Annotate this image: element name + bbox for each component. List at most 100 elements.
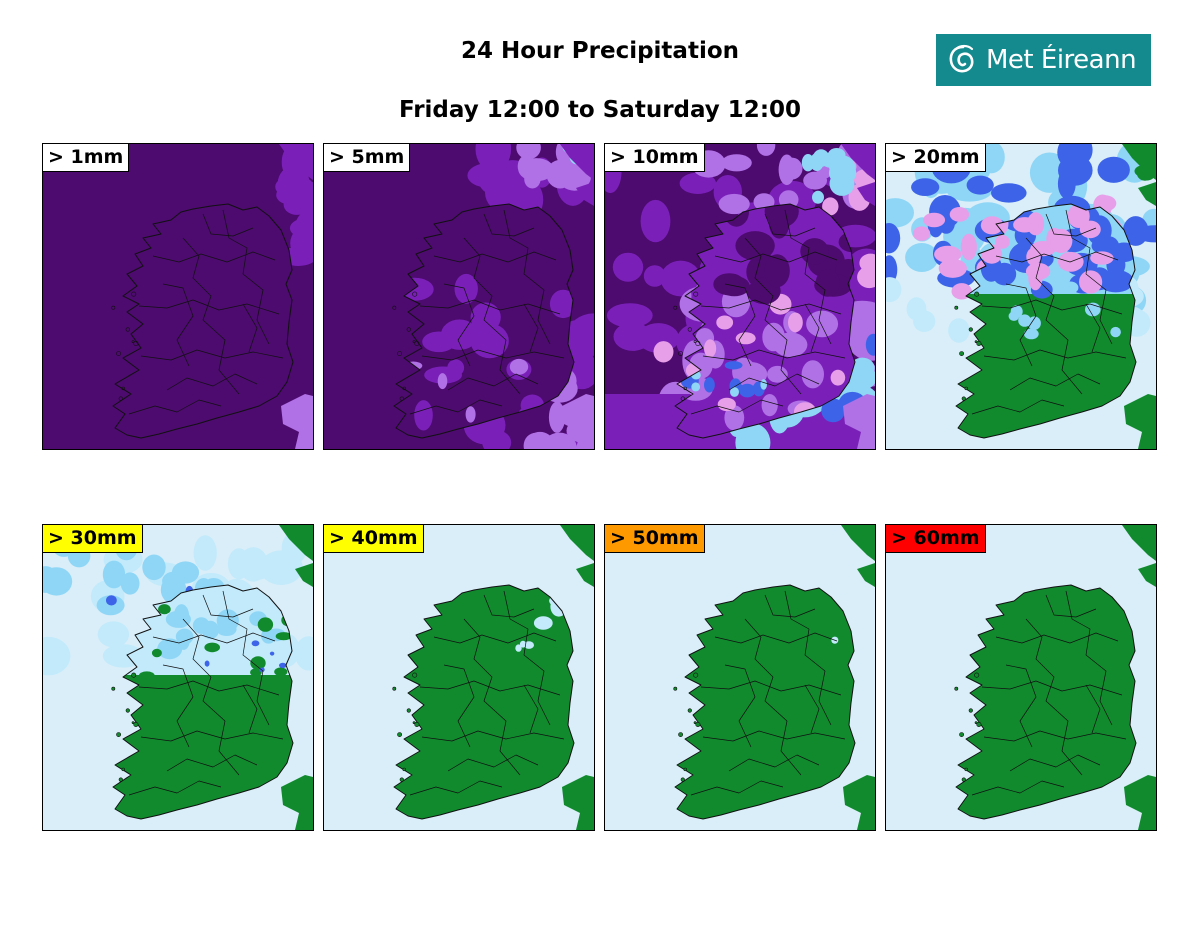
island xyxy=(976,341,982,347)
precipitation-map xyxy=(605,144,875,449)
county-border xyxy=(138,680,280,696)
county-border xyxy=(764,213,816,237)
county-border xyxy=(700,299,842,315)
rain-area xyxy=(713,273,746,296)
rain-area xyxy=(800,238,829,265)
rain-area xyxy=(106,595,117,606)
rain-area xyxy=(142,554,166,581)
rain-area xyxy=(886,277,902,303)
rain-area xyxy=(809,153,824,171)
chart-title: 24 Hour Precipitation xyxy=(460,38,740,64)
island xyxy=(959,351,964,356)
island xyxy=(131,340,135,344)
rain-area xyxy=(1110,326,1121,338)
rain-area xyxy=(923,212,946,228)
rain-area xyxy=(422,331,456,353)
rain-area xyxy=(934,245,962,263)
county-border xyxy=(702,349,846,361)
rain-area xyxy=(760,379,767,390)
county-border xyxy=(1085,684,1101,734)
rain-area xyxy=(173,604,190,628)
rain-area xyxy=(1062,281,1079,294)
island xyxy=(974,340,978,344)
island xyxy=(673,686,678,691)
county-border xyxy=(1009,373,1101,391)
island xyxy=(673,305,678,310)
island xyxy=(964,767,968,772)
rain-area xyxy=(764,254,790,288)
rain-area xyxy=(812,190,824,204)
wales-land xyxy=(1124,775,1156,830)
island xyxy=(121,767,125,772)
island xyxy=(111,305,116,310)
rain-area xyxy=(454,273,478,304)
island xyxy=(678,732,683,737)
rain-area xyxy=(414,400,433,431)
threshold-label: > 40mm xyxy=(324,525,424,553)
rain-area xyxy=(541,432,577,449)
county-border xyxy=(983,349,1127,361)
county-border xyxy=(804,684,820,734)
rain-area xyxy=(886,198,914,228)
island xyxy=(412,721,416,725)
county-border xyxy=(152,632,276,644)
dry-land xyxy=(274,667,288,677)
rain-area xyxy=(120,572,140,595)
rain-area xyxy=(477,159,519,197)
island xyxy=(693,672,699,678)
rain-area xyxy=(102,560,126,589)
rain-area xyxy=(294,636,313,671)
ireland-coastline xyxy=(674,203,856,439)
rain-area xyxy=(905,243,939,272)
rain-area xyxy=(769,207,790,239)
rain-area xyxy=(821,398,846,423)
rain-area xyxy=(1090,251,1114,265)
island xyxy=(116,351,121,356)
county-border xyxy=(971,780,1065,796)
rain-area xyxy=(515,644,522,652)
island xyxy=(133,722,139,728)
island xyxy=(399,777,404,782)
island xyxy=(406,327,411,332)
island xyxy=(402,767,406,772)
county-border xyxy=(764,594,816,618)
ireland-map xyxy=(956,525,1156,830)
county-border xyxy=(1025,237,1083,395)
county-border xyxy=(700,680,842,696)
island xyxy=(402,386,406,391)
county-border xyxy=(1045,594,1097,618)
island xyxy=(680,777,685,782)
county-border xyxy=(1025,618,1083,776)
threshold-label: > 30mm xyxy=(43,525,143,553)
county-border xyxy=(202,594,254,618)
map-panel: > 50mm xyxy=(604,524,876,831)
rain-area xyxy=(509,358,529,375)
rain-area xyxy=(859,253,875,273)
county-border xyxy=(714,251,838,263)
county-border xyxy=(690,780,784,796)
dry-land xyxy=(138,671,155,680)
island xyxy=(695,341,701,347)
rain-area xyxy=(1067,204,1090,228)
rain-area xyxy=(269,651,275,656)
scotland-land xyxy=(560,144,594,180)
county-border xyxy=(443,664,475,748)
island xyxy=(116,732,121,737)
wales-land xyxy=(281,775,313,830)
rain-area xyxy=(1079,270,1103,294)
map-panel: > 10mm xyxy=(604,143,876,450)
county-border xyxy=(433,251,557,263)
dry-land xyxy=(158,604,171,615)
island xyxy=(693,340,697,344)
rain-area xyxy=(549,289,574,319)
island xyxy=(133,341,139,347)
rain-area xyxy=(949,207,970,222)
rain-area xyxy=(991,183,1027,203)
county-border xyxy=(804,303,820,353)
rain-area xyxy=(568,313,594,355)
rain-area xyxy=(523,641,534,649)
ireland-coastline xyxy=(112,203,294,439)
county-border xyxy=(409,780,503,796)
county-border xyxy=(483,213,535,237)
logo-text: Met Éireann xyxy=(986,45,1137,75)
